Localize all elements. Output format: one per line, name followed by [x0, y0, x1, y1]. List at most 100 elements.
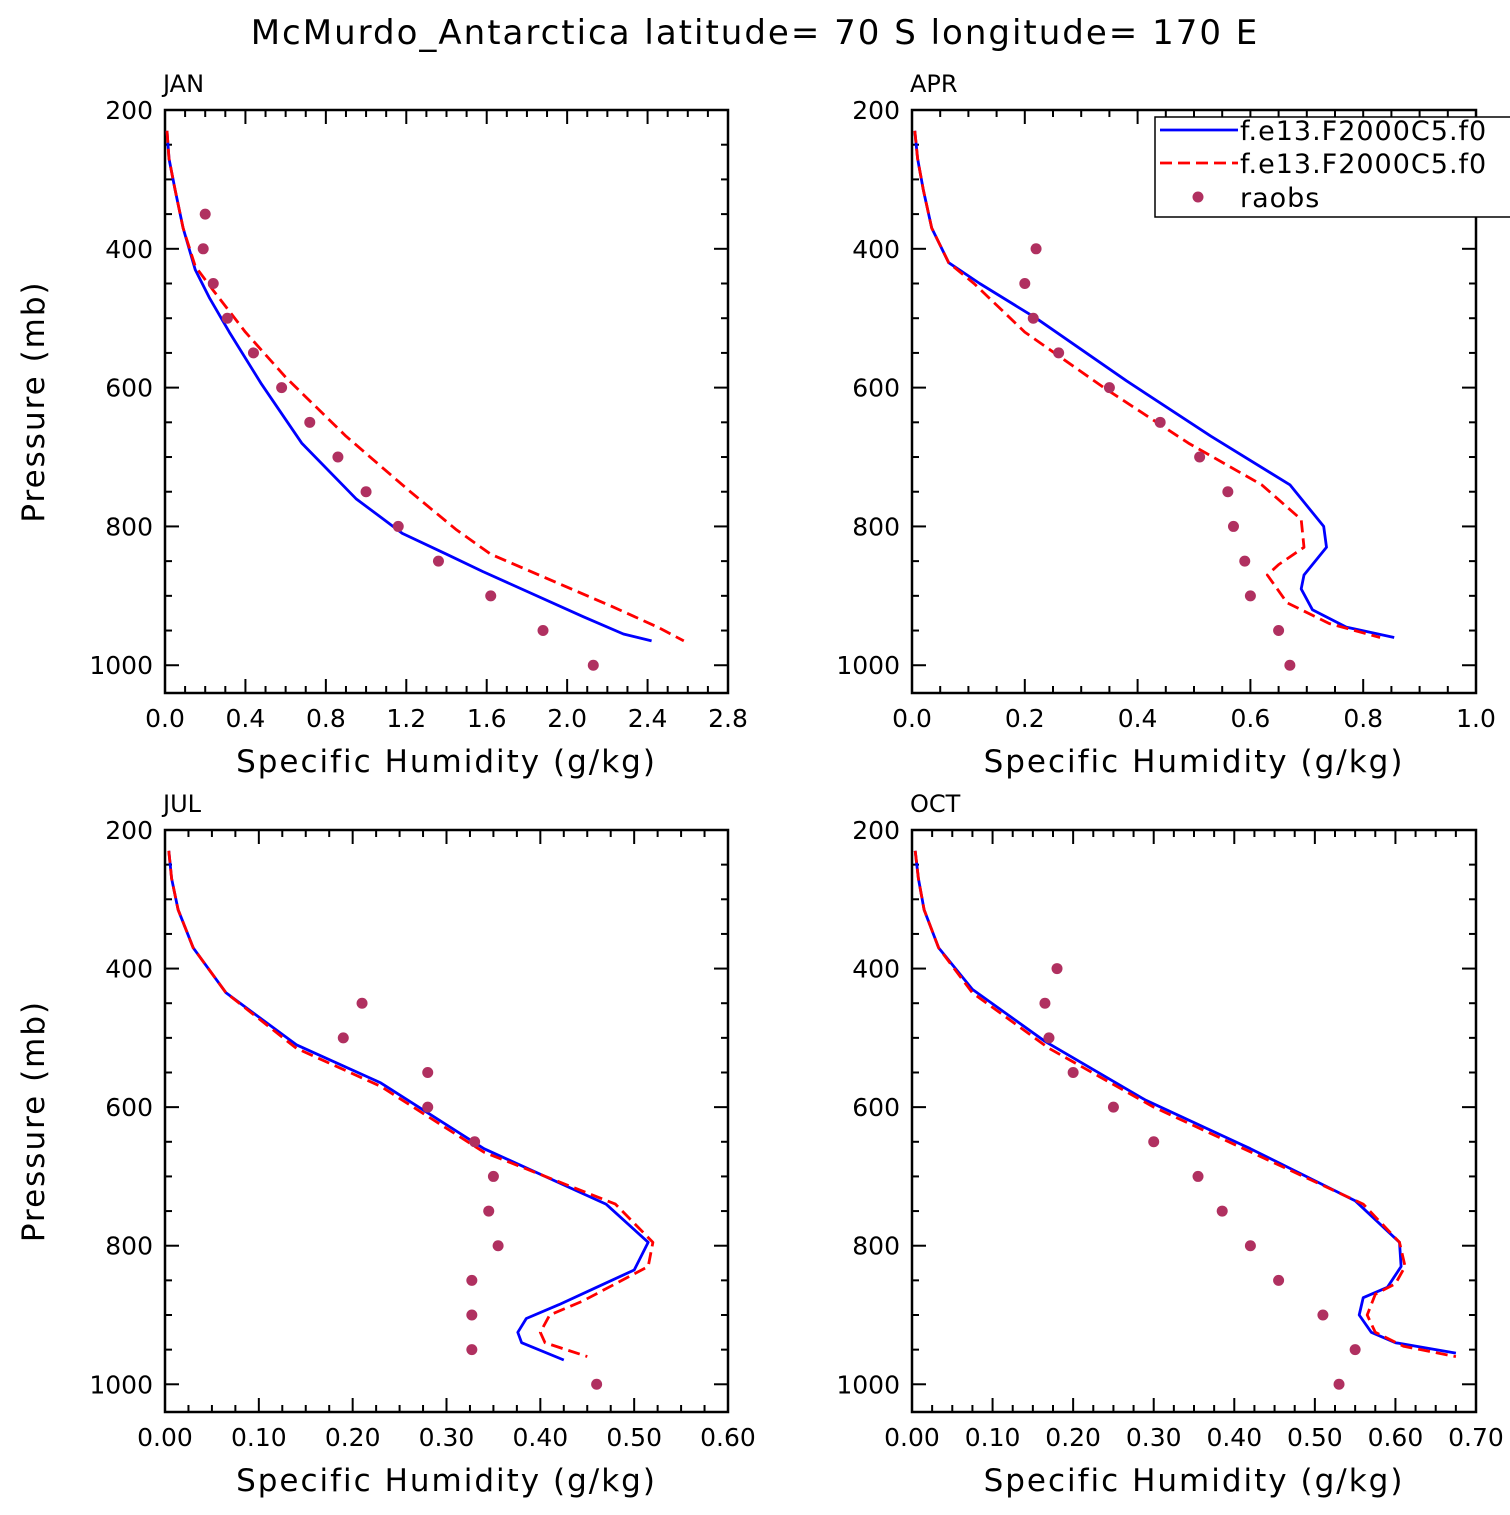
model1-line: [167, 850, 650, 1362]
legend-box: [1154, 116, 1510, 218]
raobs-point: [1030, 243, 1042, 255]
raobs-point: [483, 1205, 495, 1217]
y-tick-label: 400: [852, 955, 900, 984]
raobs-point: [337, 1032, 349, 1044]
model2-line: [913, 130, 1381, 639]
raobs-point: [1349, 1344, 1361, 1356]
raobs-point: [1039, 997, 1051, 1009]
x-tick-label: 0.10: [231, 1423, 287, 1452]
x-axis-title: Specific Humidity (g/kg): [236, 1463, 657, 1499]
x-tick-label: 0.50: [606, 1423, 662, 1452]
raobs-point: [1194, 451, 1206, 463]
x-axis-title: Specific Humidity (g/kg): [984, 744, 1405, 780]
x-tick-label: 0.2: [1005, 704, 1045, 733]
x-tick-label: 0.4: [226, 704, 266, 733]
y-tick-label: 600: [105, 1093, 153, 1122]
raobs-point: [1273, 625, 1285, 637]
raobs-point: [1053, 347, 1065, 359]
raobs-point: [1216, 1205, 1228, 1217]
x-tick-label: 0.20: [1045, 1423, 1101, 1452]
y-tick-label: 200: [852, 816, 900, 845]
raobs-point: [356, 997, 368, 1009]
x-tick-label: 1.2: [386, 704, 426, 733]
x-tick-label: 0.50: [1287, 1423, 1343, 1452]
raobs-point: [197, 243, 209, 255]
panel-oct: OCT 0.00 0.10 0.20 0.30 0.40 0.50 0.60 0.70 200 40…: [836, 790, 1503, 1499]
panels: JAN 0.0 0.4 0.8 1.2 1.6 2.0 2.4 2.8 200 400 600 800 1…: [16, 70, 1510, 1499]
raobs-point: [276, 382, 288, 394]
raobs-point: [1103, 382, 1115, 394]
raobs-point: [1154, 416, 1166, 428]
x-tick-label: 0.40: [512, 1423, 568, 1452]
x-tick-label: 2.0: [547, 704, 587, 733]
raobs-point: [1222, 486, 1234, 498]
y-tick-label: 800: [852, 1232, 900, 1261]
x-tick-label: 0.8: [1343, 704, 1383, 733]
raobs-point: [199, 208, 211, 220]
model1-line: [913, 850, 1457, 1355]
raobs-point: [1107, 1101, 1119, 1113]
y-tick-label: 1000: [836, 1370, 900, 1399]
y-tick-label: 1000: [89, 1370, 153, 1399]
raobs-point: [1273, 1274, 1285, 1286]
y-tick-label: 800: [105, 512, 153, 541]
legend-label: f.e13.F2000C5.f0: [1240, 149, 1487, 180]
panel-label: JAN: [161, 70, 204, 98]
y-tick-label: 400: [105, 235, 153, 264]
raobs-point: [485, 590, 497, 602]
raobs-point: [247, 347, 259, 359]
y-axis-title: Pressure (mb): [16, 1000, 52, 1242]
y-axis-title: Pressure (mb): [16, 280, 52, 522]
x-tick-label: 0.4: [1118, 704, 1158, 733]
raobs-point: [487, 1170, 499, 1182]
x-tick-label: 2.8: [708, 704, 748, 733]
raobs-point: [1239, 555, 1251, 567]
raobs-point: [1027, 312, 1039, 324]
raobs-point: [207, 278, 219, 290]
x-tick-label: 2.4: [628, 704, 668, 733]
legend-label: f.e13.F2000C5.f0: [1240, 116, 1487, 147]
raobs-point: [466, 1309, 478, 1321]
x-tick-label: 0.70: [1448, 1423, 1504, 1452]
raobs-point: [492, 1240, 504, 1252]
raobs-point: [1148, 1136, 1160, 1148]
x-tick-label: 0.0: [145, 704, 185, 733]
panel-apr: APR 0.0 0.2 0.4 0.6 0.8 1.0 200 400 600 800 1000 Spe…: [836, 70, 1496, 780]
x-tick-label: 0.60: [700, 1423, 756, 1452]
raobs-point: [1051, 963, 1063, 975]
y-tick-label: 400: [852, 235, 900, 264]
y-tick-label: 200: [105, 816, 153, 845]
raobs-point: [1067, 1067, 1079, 1078]
raobs-point: [1043, 1032, 1055, 1044]
model2-line: [167, 850, 655, 1358]
raobs-point: [1192, 1170, 1204, 1182]
raobs-point: [591, 1378, 603, 1390]
y-tick-label: 600: [852, 374, 900, 403]
x-tick-label: 0.00: [137, 1423, 193, 1452]
raobs-point: [304, 416, 316, 428]
x-tick-label: 0.40: [1206, 1423, 1262, 1452]
x-tick-label: 0.8: [306, 704, 346, 733]
raobs-point: [422, 1067, 434, 1078]
raobs-point: [1244, 590, 1256, 602]
x-axis-title: Specific Humidity (g/kg): [236, 744, 657, 780]
raobs-point: [332, 451, 344, 463]
x-tick-label: 1.0: [1456, 704, 1496, 733]
panel-label: OCT: [910, 790, 961, 818]
raobs-point: [221, 312, 233, 324]
raobs-point: [1244, 1240, 1256, 1252]
raobs-point: [587, 659, 599, 671]
figure-title: McMurdo_Antarctica latitude= 70 S longit…: [251, 13, 1260, 53]
y-tick-label: 200: [105, 96, 153, 125]
panel-label: APR: [910, 70, 958, 98]
x-tick-label: 0.20: [325, 1423, 381, 1452]
raobs-point: [469, 1136, 481, 1148]
panel-label: JUL: [161, 790, 202, 818]
y-tick-label: 600: [105, 374, 153, 403]
raobs-point: [1227, 520, 1239, 532]
model2-line: [913, 850, 1457, 1358]
model2-line: [165, 130, 685, 643]
